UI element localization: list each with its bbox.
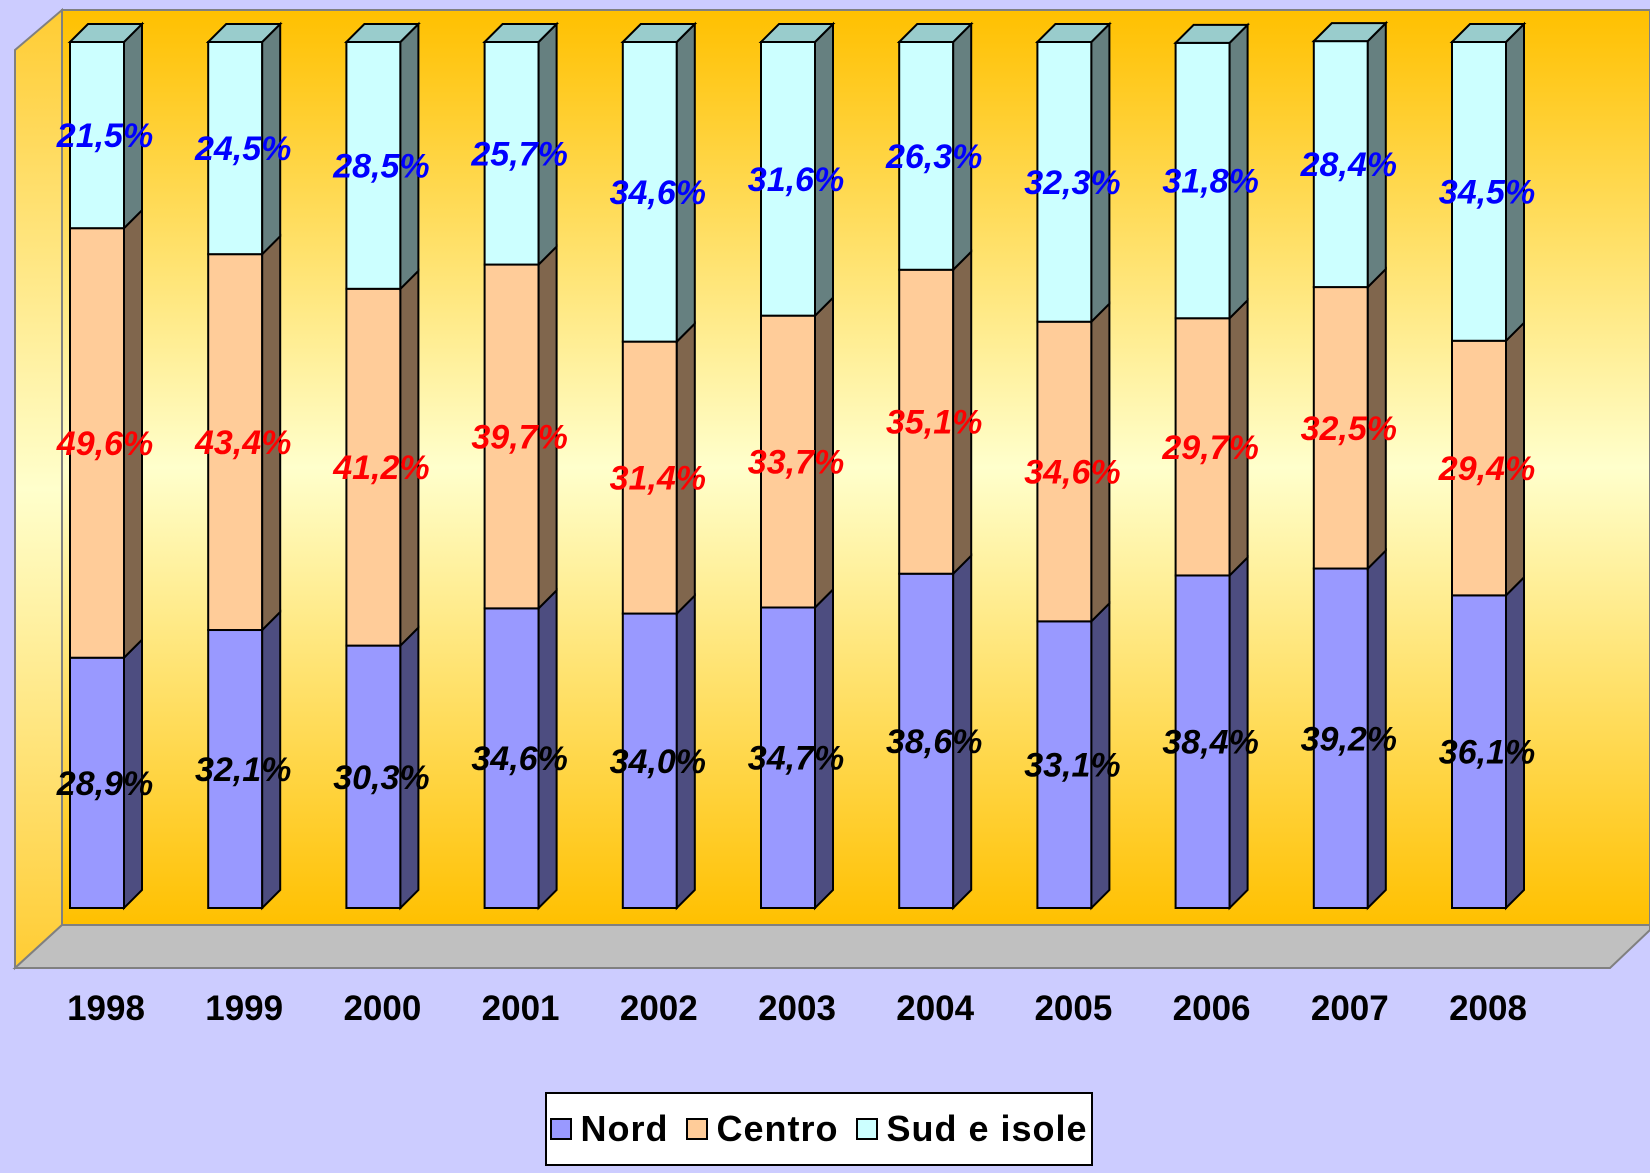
data-label-nord-2006: 38,4% bbox=[1162, 724, 1258, 762]
data-label-nord-2007: 39,2% bbox=[1301, 720, 1397, 758]
legend-label-nord: Nord bbox=[580, 1108, 669, 1149]
bar-sud-e-isole-2008 bbox=[1451, 41, 1507, 342]
data-label-nord-2004: 38,6% bbox=[886, 723, 982, 761]
chart-side-wall bbox=[14, 7, 63, 971]
bar-sud-e-isole-2006 bbox=[1174, 41, 1231, 320]
legend-item-centro: Centro bbox=[686, 1108, 838, 1150]
legend-label-centro: Centro bbox=[716, 1108, 839, 1149]
bar-top-2006 bbox=[1173, 23, 1251, 44]
bar-centro-2006 bbox=[1174, 317, 1231, 577]
x-tick-label-1999: 1999 bbox=[205, 989, 283, 1028]
bar-top-2003 bbox=[758, 23, 836, 43]
data-label-centro-2005: 34,6% bbox=[1024, 454, 1120, 492]
bar-nord-2006 bbox=[1174, 574, 1231, 909]
x-tick-label-2008: 2008 bbox=[1449, 989, 1527, 1028]
bar-top-2008 bbox=[1449, 23, 1527, 43]
legend: Nord Centro Sud e isole bbox=[545, 1092, 1093, 1166]
bar-nord-2000 bbox=[345, 644, 402, 909]
data-label-centro-2003: 33,7% bbox=[748, 444, 844, 482]
bar-top-2007 bbox=[1311, 22, 1389, 43]
legend-item-sud-e-isole: Sud e isole bbox=[856, 1108, 1087, 1150]
bar-top-1998 bbox=[67, 23, 145, 43]
data-label-sud-e-isole-2003: 31,6% bbox=[748, 161, 844, 199]
data-label-centro-2001: 39,7% bbox=[471, 418, 567, 456]
bar-nord-1998 bbox=[69, 656, 125, 910]
bar-top-2000 bbox=[343, 23, 421, 43]
x-tick-label-2002: 2002 bbox=[620, 989, 698, 1028]
bar-sud-e-isole-2002 bbox=[621, 41, 678, 343]
x-axis-ticks: 1998 1999 2000 2001 2002 2003 2004 2005 2006 2007… bbox=[67, 989, 1527, 1028]
data-label-sud-e-isole-2008: 34,5% bbox=[1439, 173, 1535, 211]
data-label-nord-2000: 30,3% bbox=[333, 759, 429, 797]
bar-centro-2005 bbox=[1036, 320, 1093, 623]
data-label-sud-e-isole-1999: 24,5% bbox=[194, 130, 291, 168]
data-label-centro-2000: 41,2% bbox=[332, 449, 429, 487]
data-label-sud-e-isole-2007: 28,4% bbox=[1300, 146, 1397, 184]
x-tick-label-2004: 2004 bbox=[896, 989, 974, 1028]
bar-centro-1999 bbox=[207, 253, 264, 632]
x-tick-label-2001: 2001 bbox=[482, 989, 560, 1028]
data-label-nord-2005: 33,1% bbox=[1024, 747, 1120, 785]
bar-centro-2001 bbox=[483, 263, 540, 610]
data-label-nord-2002: 34,0% bbox=[610, 743, 706, 781]
data-label-centro-1999: 43,4% bbox=[194, 424, 291, 462]
data-label-nord-1998: 28,9% bbox=[56, 765, 153, 803]
bar-nord-2004 bbox=[898, 572, 955, 909]
data-label-sud-e-isole-2001: 25,7% bbox=[470, 135, 567, 173]
labels-layer: 28,9% 49,6% 21,5% 32,1% 43,4% 24,5% 30,3% 41,2%… bbox=[56, 117, 1535, 803]
bar-top-2002 bbox=[620, 23, 698, 43]
chart-back-wall bbox=[61, 9, 1650, 926]
data-label-centro-2008: 29,4% bbox=[1438, 450, 1535, 488]
data-label-nord-2003: 34,7% bbox=[748, 740, 844, 778]
data-label-centro-2004: 35,1% bbox=[886, 404, 982, 442]
x-tick-label-2003: 2003 bbox=[758, 989, 836, 1028]
bars-layer bbox=[67, 20, 1527, 911]
bar-top-2004 bbox=[896, 23, 974, 43]
bar-top-2001 bbox=[482, 23, 560, 43]
bar-top-2005 bbox=[1034, 23, 1112, 43]
bar-centro-2000 bbox=[345, 287, 402, 647]
data-label-sud-e-isole-2004: 26,3% bbox=[885, 138, 982, 176]
data-label-sud-e-isole-2000: 28,5% bbox=[332, 147, 429, 185]
x-tick-label-2005: 2005 bbox=[1034, 989, 1112, 1028]
bar-centro-2008 bbox=[1451, 339, 1507, 597]
x-tick-label-2007: 2007 bbox=[1311, 989, 1389, 1028]
data-label-nord-2008: 36,1% bbox=[1439, 734, 1535, 772]
data-label-nord-1999: 32,1% bbox=[195, 751, 291, 789]
bar-nord-2008 bbox=[1451, 594, 1507, 910]
bar-sud-e-isole-1999 bbox=[207, 41, 264, 256]
bar-sud-e-isole-2003 bbox=[760, 41, 816, 317]
bar-sud-e-isole-2005 bbox=[1036, 41, 1093, 323]
data-label-nord-2001: 34,6% bbox=[471, 740, 567, 778]
x-tick-label-1998: 1998 bbox=[67, 989, 145, 1028]
data-label-sud-e-isole-1998: 21,5% bbox=[56, 117, 153, 155]
data-label-centro-2006: 29,7% bbox=[1161, 429, 1258, 467]
bar-sud-e-isole-2007 bbox=[1312, 40, 1369, 289]
bar-top-1999 bbox=[205, 23, 283, 43]
legend-swatch-nord bbox=[550, 1118, 573, 1140]
legend-item-nord: Nord bbox=[550, 1108, 668, 1150]
bar-nord-1999 bbox=[207, 629, 264, 909]
chart-floor bbox=[12, 924, 1650, 969]
data-label-centro-2002: 31,4% bbox=[610, 460, 706, 498]
legend-label-sud-e-isole: Sud e isole bbox=[886, 1108, 1088, 1149]
legend-swatch-sud-e-isole bbox=[856, 1118, 879, 1140]
bar-centro-2002 bbox=[621, 340, 678, 615]
bar-nord-2003 bbox=[760, 606, 816, 909]
legend-swatch-centro bbox=[686, 1118, 709, 1140]
data-label-sud-e-isole-2006: 31,8% bbox=[1162, 163, 1258, 201]
data-label-sud-e-isole-2005: 32,3% bbox=[1024, 164, 1120, 202]
data-label-sud-e-isole-2002: 34,6% bbox=[610, 174, 706, 212]
data-label-centro-2007: 32,5% bbox=[1301, 410, 1397, 448]
data-label-centro-1998: 49,6% bbox=[56, 425, 153, 463]
bar-centro-1998 bbox=[69, 227, 125, 659]
x-tick-label-2000: 2000 bbox=[343, 989, 421, 1028]
x-tick-label-2006: 2006 bbox=[1173, 989, 1251, 1028]
